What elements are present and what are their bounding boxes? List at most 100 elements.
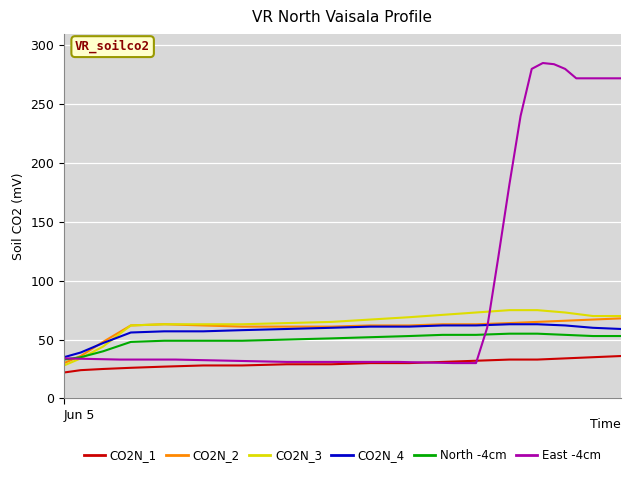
- North -4cm: [283, 336, 291, 342]
- North -4cm: [561, 332, 569, 338]
- CO2N_2: [506, 320, 513, 326]
- CO2N_1: [238, 362, 246, 368]
- CO2N_4: [534, 322, 541, 327]
- North -4cm: [328, 336, 335, 341]
- CO2N_4: [77, 349, 84, 355]
- CO2N_4: [200, 328, 207, 334]
- CO2N_2: [405, 323, 413, 328]
- East -4cm: [561, 66, 569, 72]
- CO2N_2: [534, 319, 541, 325]
- North -4cm: [589, 333, 596, 339]
- CO2N_2: [617, 315, 625, 321]
- North -4cm: [99, 348, 107, 354]
- CO2N_1: [200, 362, 207, 368]
- CO2N_3: [99, 344, 107, 349]
- CO2N_2: [589, 317, 596, 323]
- CO2N_1: [617, 353, 625, 359]
- CO2N_2: [561, 318, 569, 324]
- East -4cm: [60, 356, 68, 361]
- CO2N_1: [472, 358, 480, 364]
- CO2N_3: [238, 322, 246, 327]
- CO2N_2: [439, 322, 447, 327]
- CO2N_1: [405, 360, 413, 366]
- CO2N_3: [60, 362, 68, 368]
- Line: CO2N_1: CO2N_1: [64, 356, 621, 372]
- CO2N_3: [127, 323, 134, 328]
- East -4cm: [483, 325, 491, 331]
- CO2N_1: [283, 361, 291, 367]
- CO2N_2: [366, 323, 374, 328]
- CO2N_2: [77, 353, 84, 359]
- North -4cm: [472, 332, 480, 338]
- CO2N_3: [439, 312, 447, 318]
- CO2N_3: [77, 356, 84, 361]
- North -4cm: [127, 339, 134, 345]
- CO2N_4: [589, 325, 596, 331]
- CO2N_3: [472, 310, 480, 315]
- North -4cm: [161, 338, 168, 344]
- North -4cm: [439, 332, 447, 338]
- CO2N_4: [60, 354, 68, 360]
- CO2N_4: [472, 323, 480, 328]
- Line: CO2N_3: CO2N_3: [64, 310, 621, 365]
- CO2N_3: [161, 322, 168, 327]
- CO2N_4: [506, 322, 513, 327]
- CO2N_1: [561, 356, 569, 361]
- CO2N_2: [200, 323, 207, 328]
- CO2N_3: [617, 313, 625, 319]
- CO2N_4: [161, 328, 168, 334]
- CO2N_2: [161, 322, 168, 327]
- CO2N_4: [405, 324, 413, 329]
- CO2N_4: [366, 324, 374, 329]
- CO2N_1: [589, 354, 596, 360]
- CO2N_2: [238, 324, 246, 329]
- East -4cm: [283, 359, 291, 365]
- CO2N_3: [283, 320, 291, 326]
- North -4cm: [366, 335, 374, 340]
- East -4cm: [227, 358, 235, 364]
- East -4cm: [472, 360, 480, 366]
- CO2N_3: [366, 317, 374, 323]
- Line: East -4cm: East -4cm: [64, 63, 621, 363]
- Line: CO2N_4: CO2N_4: [64, 324, 621, 357]
- North -4cm: [60, 357, 68, 362]
- CO2N_4: [617, 326, 625, 332]
- Line: CO2N_2: CO2N_2: [64, 318, 621, 363]
- CO2N_1: [366, 360, 374, 366]
- CO2N_4: [439, 323, 447, 328]
- CO2N_2: [99, 339, 107, 345]
- CO2N_1: [328, 361, 335, 367]
- CO2N_3: [561, 310, 569, 315]
- CO2N_2: [328, 324, 335, 329]
- CO2N_1: [439, 359, 447, 365]
- East -4cm: [495, 254, 502, 260]
- CO2N_4: [99, 340, 107, 346]
- Line: North -4cm: North -4cm: [64, 334, 621, 360]
- East -4cm: [550, 61, 558, 67]
- East -4cm: [572, 75, 580, 81]
- East -4cm: [116, 357, 124, 362]
- East -4cm: [506, 181, 513, 187]
- CO2N_1: [99, 366, 107, 372]
- East -4cm: [617, 75, 625, 81]
- CO2N_4: [283, 326, 291, 332]
- CO2N_2: [283, 324, 291, 329]
- East -4cm: [394, 359, 402, 365]
- CO2N_3: [328, 319, 335, 325]
- CO2N_1: [127, 365, 134, 371]
- North -4cm: [534, 331, 541, 336]
- Y-axis label: Soil CO2 (mV): Soil CO2 (mV): [12, 172, 25, 260]
- CO2N_1: [60, 370, 68, 375]
- East -4cm: [450, 360, 458, 366]
- CO2N_3: [534, 307, 541, 313]
- CO2N_4: [328, 325, 335, 331]
- CO2N_4: [238, 327, 246, 333]
- CO2N_4: [127, 330, 134, 336]
- Legend: CO2N_1, CO2N_2, CO2N_3, CO2N_4, North -4cm, East -4cm: CO2N_1, CO2N_2, CO2N_3, CO2N_4, North -4…: [79, 444, 605, 467]
- CO2N_3: [589, 313, 596, 319]
- Title: VR North Vaisala Profile: VR North Vaisala Profile: [252, 11, 433, 25]
- North -4cm: [200, 338, 207, 344]
- Text: VR_soilco2: VR_soilco2: [75, 40, 150, 53]
- East -4cm: [528, 66, 536, 72]
- CO2N_3: [506, 307, 513, 313]
